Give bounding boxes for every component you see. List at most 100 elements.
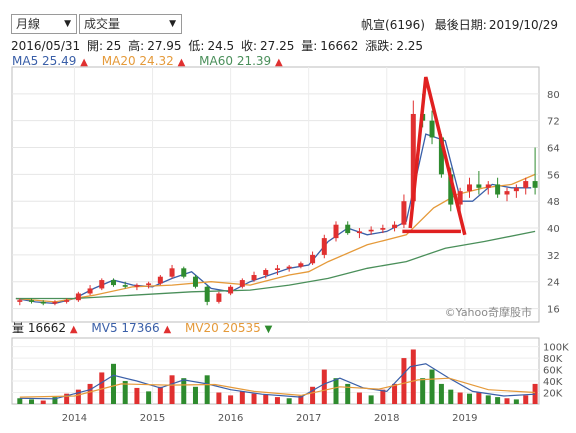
candle-body	[192, 276, 198, 287]
volume-y-tick-label: 100K	[543, 343, 569, 354]
legend-mv20-value: 20535	[222, 321, 261, 335]
volume-bar	[64, 393, 70, 404]
legend-ma60: MA60 21.39 ▲	[199, 54, 283, 68]
annotation-triangle	[408, 76, 467, 236]
candle-body	[99, 280, 105, 289]
candle-body	[467, 184, 473, 192]
price-y-tick-label: 32	[547, 251, 560, 262]
volume-y-tick-label: 80K	[543, 354, 563, 365]
trend-up-icon: ▲	[177, 57, 186, 68]
volume-bar	[420, 378, 426, 404]
volume-bar	[286, 398, 292, 404]
volume-bar	[410, 349, 416, 404]
legend-mv5: MV5 17366 ▲	[91, 321, 171, 335]
indicator-select-value: 成交量	[84, 17, 121, 31]
close-label: 收:	[240, 39, 258, 53]
candle-body	[380, 228, 386, 230]
period-select-value: 月線	[16, 17, 41, 31]
ohlc-readout: 2016/05/31 開: 25 高: 27.95 低: 24.5 收: 27.25 量…	[11, 37, 426, 54]
volume-y-tick-label: 20K	[543, 389, 563, 400]
volume-bar	[228, 395, 234, 404]
candle-body	[17, 300, 23, 302]
candle-body	[504, 191, 510, 195]
volume-bar	[239, 391, 245, 404]
volume-bar	[532, 383, 538, 404]
candle-body	[532, 181, 538, 188]
volume-bar	[356, 392, 362, 404]
ma-legend: MA5 25.49 ▲ MA20 24.32 ▲ MA60 21.39 ▲	[12, 54, 293, 68]
candle-body	[239, 280, 245, 287]
volume-bar	[467, 393, 473, 404]
volume-label: 量:	[301, 39, 318, 53]
series-line-ma5	[15, 133, 532, 305]
candle-body	[523, 181, 529, 188]
volume-bar	[274, 397, 280, 404]
last-date: 2019/10/29	[488, 18, 558, 32]
price-y-tick-label: 24	[547, 278, 560, 289]
legend-ma5-label: MA5	[12, 54, 39, 68]
candle-body	[310, 254, 316, 264]
candle-body	[457, 191, 463, 205]
ohlc-date: 2016/05/31	[11, 39, 81, 53]
candle-body	[181, 268, 187, 277]
series-line-mv5	[19, 363, 536, 400]
series-line-ma20	[15, 173, 536, 303]
candle-body	[87, 288, 93, 294]
candle-body	[495, 184, 501, 195]
close-value: 27.25	[260, 39, 295, 53]
volume-bar	[29, 399, 35, 404]
volume-bar	[204, 375, 210, 404]
volume-bar	[181, 378, 187, 404]
volume-bar	[17, 398, 23, 404]
candle-body	[122, 285, 128, 287]
volume-bar	[110, 363, 116, 404]
price-plot-frame	[11, 66, 540, 323]
candle-body	[110, 280, 116, 286]
volume-y-tick-label: 60K	[543, 366, 563, 377]
candle-body	[448, 174, 454, 205]
volume-bar	[345, 383, 351, 404]
trend-up-icon: ▲	[163, 324, 172, 335]
volume-bar	[157, 386, 163, 404]
legend-mv5-label: MV5	[91, 321, 118, 335]
volume-bar	[448, 389, 454, 404]
candle-body	[321, 238, 327, 255]
candle-body	[368, 229, 374, 232]
x-tick-label: 2018	[374, 413, 399, 424]
volume-bar	[263, 394, 269, 404]
volume-bar	[504, 398, 510, 404]
candle-body	[204, 286, 210, 302]
volume-bar	[192, 386, 198, 404]
volume-bar	[429, 369, 435, 404]
x-tick-label: 2016	[218, 413, 243, 424]
series-line-mv20	[19, 377, 536, 398]
price-y-tick-label: 80	[547, 90, 560, 101]
price-y-tick-label: 64	[547, 144, 560, 155]
volume-bar	[52, 397, 58, 404]
trend-up-icon: ▲	[80, 57, 88, 68]
candle-body	[157, 276, 163, 284]
indicator-select[interactable]: 成交量 ▼	[79, 14, 182, 34]
candle-body	[251, 275, 257, 281]
legend-mv20-label: MV20	[184, 321, 219, 335]
volume-bar	[401, 358, 407, 404]
volume-bar	[495, 397, 501, 404]
price-y-tick-label: 40	[547, 224, 560, 235]
candle-body	[392, 224, 398, 229]
legend-mv5-value: 17366	[121, 321, 160, 335]
candle-body	[75, 293, 81, 301]
candle-body	[429, 120, 435, 138]
volume-bar	[134, 387, 140, 404]
legend-ma20: MA20 24.32 ▲	[102, 54, 186, 68]
candle-body	[476, 184, 482, 188]
price-y-tick-label: 56	[547, 170, 560, 181]
volume-bar	[75, 389, 81, 404]
period-select[interactable]: 月線 ▼	[11, 14, 77, 34]
candle-body	[286, 266, 292, 269]
legend-volume-label: 量	[12, 321, 25, 335]
volume-value: 16662	[320, 39, 359, 53]
open-value: 25	[106, 39, 122, 53]
candle-body	[169, 268, 175, 277]
stock-header: 帆宣(6196) 最後日期: 2019/10/29	[355, 16, 558, 33]
